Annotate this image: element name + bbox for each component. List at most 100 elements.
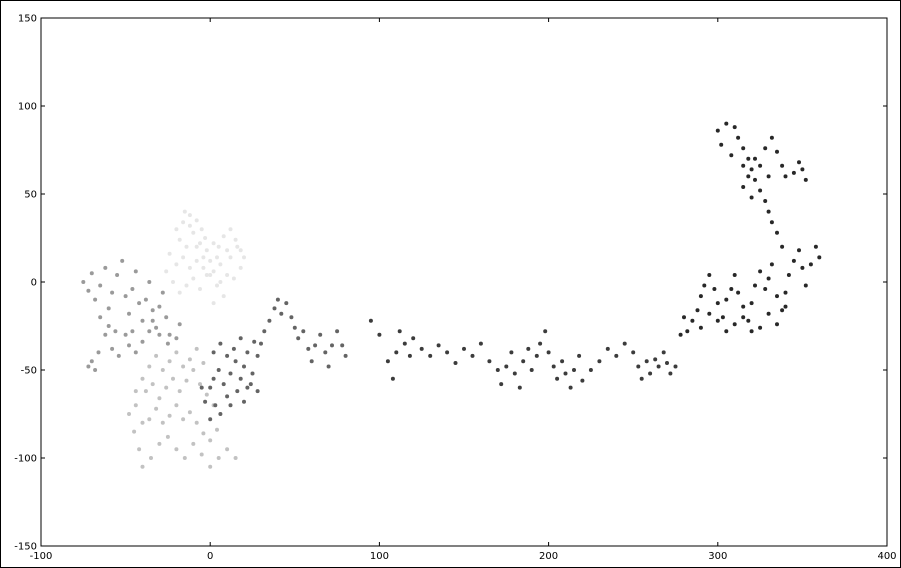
scatter-point <box>181 417 186 422</box>
scatter-point <box>763 287 768 291</box>
scatter-point <box>758 188 763 193</box>
scatter-point <box>204 392 209 397</box>
scatter-point <box>715 128 720 133</box>
scatter-point <box>758 163 763 168</box>
scatter-point <box>218 262 223 267</box>
scatter-point <box>517 385 522 390</box>
scatter-point <box>140 464 145 469</box>
scatter-point <box>216 456 221 460</box>
series-1 <box>127 346 238 469</box>
scatter-point <box>255 353 260 358</box>
x-tick-label: 300 <box>708 551 727 562</box>
scatter-point <box>150 308 155 313</box>
scatter-point <box>605 346 610 351</box>
scatter-point <box>177 237 182 242</box>
scatter-point <box>201 431 206 436</box>
x-tick-label: 0 <box>207 551 213 562</box>
scatter-point <box>133 389 138 394</box>
scatter-point <box>174 336 179 341</box>
scatter-point <box>164 385 169 390</box>
scatter-point <box>143 389 148 394</box>
scatter-point <box>133 269 138 274</box>
series-4 <box>368 318 678 390</box>
y-tick-label: -50 <box>21 366 37 377</box>
scatter-point <box>534 353 539 358</box>
scatter-point <box>267 318 272 323</box>
scatter-point <box>184 283 189 288</box>
x-tick-label: 400 <box>877 551 896 562</box>
scatter-point <box>174 262 179 267</box>
scatter-point <box>786 273 791 277</box>
scatter-point <box>289 315 294 320</box>
scatter-point <box>140 420 145 425</box>
scatter-point <box>106 306 111 311</box>
scatter-point <box>194 244 199 249</box>
scatter-point <box>763 146 768 151</box>
series-5 <box>678 121 822 337</box>
scatter-point <box>741 315 746 320</box>
scatter-point <box>96 350 101 355</box>
scatter-point <box>385 359 390 364</box>
scatter-point <box>137 447 142 452</box>
scatter-point <box>225 394 230 399</box>
scatter-point <box>577 353 582 358</box>
scatter-point <box>154 406 159 411</box>
scatter-point <box>803 177 808 182</box>
scatter-point <box>644 359 649 364</box>
scatter-point <box>668 371 673 376</box>
scatter-point <box>313 343 318 348</box>
scatter-point <box>167 413 172 418</box>
scatter-point <box>147 280 152 284</box>
scatter-point <box>242 255 246 260</box>
scatter-point <box>318 332 323 337</box>
scatter-point <box>216 244 221 249</box>
scatter-point <box>194 346 199 351</box>
scatter-point <box>194 218 199 223</box>
plot-area <box>40 17 888 547</box>
scatter-point <box>181 364 186 369</box>
scatter-point <box>749 195 754 200</box>
scatter-point <box>749 329 754 334</box>
scatter-point <box>191 276 196 281</box>
scatter-point <box>808 262 813 267</box>
scatter-point <box>736 135 741 140</box>
scatter-point <box>724 329 729 334</box>
scatter-point <box>749 301 754 306</box>
scatter-point <box>93 297 98 302</box>
scatter-point <box>546 350 551 355</box>
scatter-point <box>419 346 424 351</box>
scatter-point <box>208 258 213 263</box>
scatter-point <box>242 399 246 404</box>
scatter-point <box>707 273 712 277</box>
scatter-point <box>228 227 233 232</box>
scatter-point <box>191 230 196 235</box>
scatter-point <box>259 341 263 346</box>
scatter-point <box>215 255 219 260</box>
scatter-point <box>123 294 128 299</box>
scatter-point <box>182 456 187 460</box>
scatter-point <box>729 153 734 158</box>
scatter-point <box>292 325 297 330</box>
scatter-point <box>769 135 774 140</box>
scatter-point <box>199 385 204 390</box>
scatter-point <box>242 364 246 369</box>
scatter-point <box>187 265 192 270</box>
scatter-point <box>504 364 509 369</box>
scatter-point <box>330 343 334 348</box>
scatter-point <box>81 280 86 284</box>
scatter-point <box>103 265 108 270</box>
scatter-point <box>521 359 526 364</box>
scatter-point <box>753 283 757 288</box>
scatter-point <box>555 376 560 381</box>
scatter-point <box>656 364 661 369</box>
scatter-point <box>470 353 475 358</box>
scatter-point <box>775 230 779 235</box>
scatter-point <box>543 329 548 334</box>
scatter-point <box>174 350 179 355</box>
scatter-point <box>208 438 213 443</box>
scatter-point <box>132 429 137 434</box>
scatter-point <box>245 385 250 390</box>
scatter-point <box>184 244 189 249</box>
scatter-point <box>89 359 94 364</box>
